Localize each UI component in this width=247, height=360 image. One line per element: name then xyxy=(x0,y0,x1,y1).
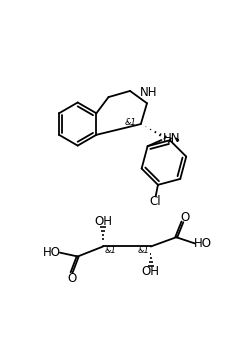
Text: OH: OH xyxy=(94,215,112,228)
Text: Cl: Cl xyxy=(150,195,162,208)
Text: HO: HO xyxy=(43,246,61,259)
Text: &1: &1 xyxy=(137,246,149,255)
Text: O: O xyxy=(68,272,77,285)
Text: HN: HN xyxy=(163,132,181,145)
Text: &1: &1 xyxy=(124,118,136,127)
Text: OH: OH xyxy=(142,265,160,278)
Text: HO: HO xyxy=(194,237,212,250)
Text: O: O xyxy=(180,211,189,224)
Text: &1: &1 xyxy=(105,246,117,255)
Text: NH: NH xyxy=(140,86,157,99)
